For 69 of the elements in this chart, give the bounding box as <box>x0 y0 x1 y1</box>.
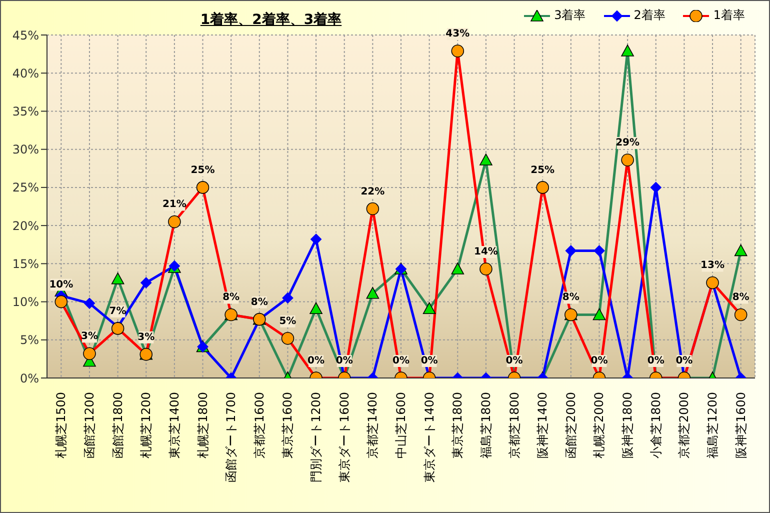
x-tick-label: 福島芝1200 <box>706 392 720 459</box>
x-tick-label: 札幌芝2000 <box>592 392 606 459</box>
x-tick-label: 東京芝1400 <box>167 392 182 459</box>
y-tick-label: 20% <box>12 218 39 233</box>
x-tick-label: 東京ダート1600 <box>337 392 352 483</box>
y-tick-label: 25% <box>12 180 39 195</box>
data-label: 21% <box>162 199 186 210</box>
x-tick-label: 阪神芝1600 <box>734 392 748 459</box>
data-label: 3% <box>138 332 155 343</box>
y-tick-label: 40% <box>12 66 39 80</box>
data-label: 5% <box>279 316 296 327</box>
x-tick-label: 京都芝1800 <box>507 392 522 459</box>
y-tick-label: 0% <box>20 371 39 386</box>
data-label: 0% <box>676 356 693 366</box>
x-tick-label: 札幌芝1200 <box>139 392 154 459</box>
legend-label: 1着率 <box>712 7 745 24</box>
point <box>565 245 576 256</box>
point <box>140 277 152 288</box>
x-tick-label: 札幌芝1500 <box>54 392 68 459</box>
y-tick-label: 15% <box>12 256 39 271</box>
y-tick-label: 30% <box>12 142 39 157</box>
x-tick-label: 函館芝2000 <box>564 392 578 459</box>
y-tick-label: 45% <box>12 28 39 42</box>
point <box>84 298 95 309</box>
data-label: 0% <box>308 356 325 366</box>
legend-label: 2着率 <box>632 7 666 24</box>
data-label: 0% <box>506 356 523 366</box>
data-label: 29% <box>616 138 640 149</box>
data-label: 25% <box>530 164 555 176</box>
x-tick-label: 札幌芝1800 <box>196 392 210 459</box>
x-tick-label: 函館ダート1700 <box>224 392 238 483</box>
data-label: 8% <box>222 292 240 304</box>
x-tick-label: 阪神芝1400 <box>536 392 550 459</box>
y-tick-label: 10% <box>12 295 39 310</box>
data-label: 0% <box>336 356 353 366</box>
data-label: 43% <box>446 28 470 40</box>
data-label: 25% <box>190 164 215 176</box>
point <box>282 292 294 304</box>
point <box>310 234 322 245</box>
x-tick-label: 函館芝1800 <box>110 392 125 459</box>
chart-title: 1着率、2着率、3着率 <box>199 11 343 29</box>
data-label: 0% <box>590 356 608 366</box>
x-tick-label: 函館芝1200 <box>82 392 96 459</box>
data-label: 8% <box>562 292 580 304</box>
x-tick-label: 中山芝1600 <box>394 392 408 459</box>
legend-label: 3着率 <box>553 7 586 24</box>
x-tick-label: 東京芝1600 <box>280 392 295 459</box>
data-label: 0% <box>420 356 438 366</box>
data-label: 10% <box>49 279 74 290</box>
data-label: 0% <box>392 356 410 366</box>
data-label: 22% <box>360 186 385 198</box>
y-tick-label: 35% <box>12 104 39 118</box>
point <box>594 245 605 256</box>
data-label: 13% <box>700 260 724 272</box>
point <box>650 182 662 193</box>
data-label: 8% <box>732 292 750 304</box>
x-tick-label: 小倉芝1800 <box>648 392 663 459</box>
y-tick-label: 5% <box>20 333 39 348</box>
x-tick-label: 福島芝1800 <box>478 392 493 459</box>
data-label: 7% <box>109 306 126 317</box>
x-tick-label: 京都芝1400 <box>366 392 380 459</box>
x-tick-label: 東京ダート1400 <box>422 392 436 483</box>
x-tick-label: 東京芝1800 <box>450 392 465 459</box>
data-label: 8% <box>250 296 268 308</box>
x-tick-label: 京都芝1600 <box>252 392 266 459</box>
data-label: 0% <box>647 356 664 366</box>
x-tick-label: 門別ダート1200 <box>309 392 324 483</box>
x-tick-label: 京都芝2000 <box>677 392 692 459</box>
x-tick-label: 阪神芝1800 <box>620 392 635 459</box>
